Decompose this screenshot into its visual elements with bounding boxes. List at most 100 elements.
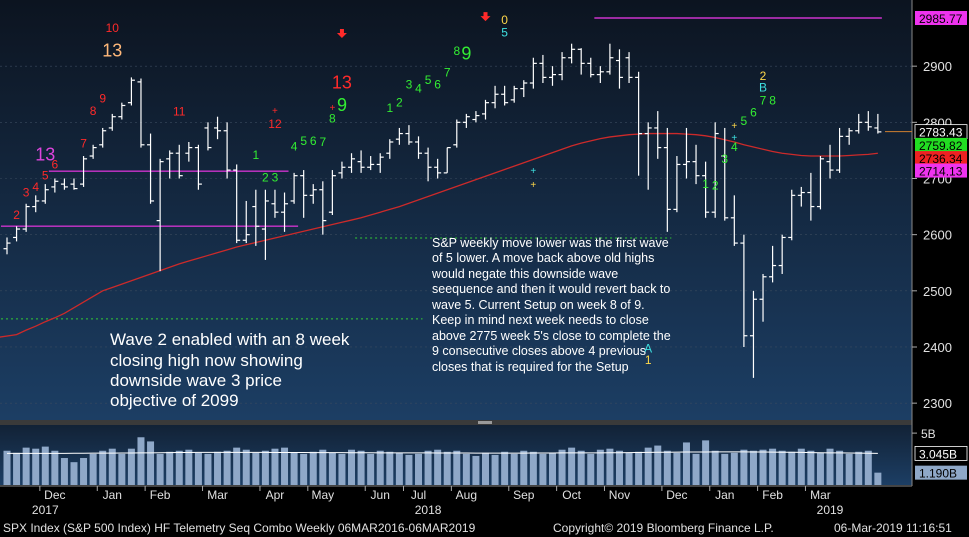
volume-bar: [539, 453, 547, 485]
footer: SPX Index (S&P 500 Index) HF Telemetry S…: [3, 521, 952, 535]
volume-bar: [577, 450, 585, 485]
sequence-count: 7: [760, 93, 767, 107]
volume-bar: [520, 450, 528, 485]
volume-bar: [759, 449, 767, 485]
ohlc-bar: [443, 147, 451, 174]
sequence-count: 11: [173, 105, 186, 119]
volume-bar: [290, 452, 298, 485]
volume-bar: [682, 442, 690, 485]
volume-bar: [816, 452, 824, 485]
ohlc-bar: [625, 52, 633, 84]
sequence-count: 9: [337, 95, 347, 115]
volume-bar: [89, 453, 97, 485]
volume-bar: [41, 446, 49, 485]
price-tag-label: 2985.77: [919, 12, 963, 26]
volume-bar: [587, 453, 595, 485]
volume-bar: [663, 450, 671, 485]
ohlc-bar: [99, 127, 107, 148]
sequence-count: 7: [80, 137, 87, 151]
sequence-count: 8: [329, 111, 336, 125]
level-lines: [1, 17, 882, 320]
ohlc-bar: [874, 113, 882, 134]
volume-bar: [692, 453, 700, 485]
wave2-annotation: Wave 2 enabled with an 8 week closing hi…: [110, 330, 350, 410]
price-tag-box: [915, 137, 967, 152]
volume-tick-label: 5B: [921, 427, 936, 441]
sequence-count: 3: [23, 185, 30, 199]
x-year-label: 2019: [817, 503, 844, 517]
ohlc-bar: [300, 170, 308, 218]
volume-bar: [386, 451, 394, 485]
ohlc-bar: [615, 49, 623, 89]
price-panel-background: [0, 0, 912, 420]
volume-bar: [596, 449, 604, 485]
ohlc-bar: [769, 245, 777, 283]
volume-bar: [864, 450, 872, 485]
volume-bar: [874, 472, 882, 485]
price-tag-label: 2736.34: [919, 152, 963, 166]
ohlc-bar: [529, 57, 537, 89]
ohlc-bar: [749, 290, 757, 378]
ohlc-bar: [539, 54, 547, 84]
sp-line-2: of 5 lower. A move back above old highs: [432, 251, 654, 265]
down-arrow-icon: [336, 28, 347, 38]
volume-bar: [424, 450, 432, 485]
ohlc-bar: [32, 195, 40, 213]
sequence-count: 7: [444, 65, 451, 79]
sequence-count: 8: [453, 44, 460, 58]
x-month-label: Feb: [762, 488, 783, 502]
y-tick-label: 2400: [923, 340, 952, 355]
volume-bar: [702, 440, 710, 485]
plus-marker: +: [272, 106, 278, 117]
volume-bar: [721, 453, 729, 485]
volume-bar: [644, 447, 652, 485]
ohlc-bar: [682, 127, 690, 179]
volume-bar: [32, 448, 40, 485]
volume-tag-label: 1.190B: [919, 467, 957, 481]
ohlc-bar: [721, 127, 729, 221]
price-tag: 2714.13: [915, 163, 967, 179]
ohlc-bar: [223, 122, 231, 179]
volume-bar: [185, 449, 193, 485]
volume-bar: [453, 450, 461, 485]
volume-bars: [3, 437, 882, 485]
volume-bar: [70, 462, 78, 485]
volume-bar: [348, 449, 356, 485]
volume-bar: [443, 451, 451, 485]
volume-bar: [395, 452, 403, 485]
volume-bar: [242, 449, 250, 485]
y-tick-label: 2600: [923, 228, 952, 243]
ohlc-bar: [730, 195, 738, 246]
x-month-label: Jan: [103, 488, 122, 502]
sequence-count: 12: [268, 117, 282, 131]
price-tag: 2759.82: [915, 137, 967, 153]
volume-bar: [845, 453, 853, 485]
ohlc-bar: [816, 156, 824, 210]
ohlc-bar: [788, 189, 796, 241]
volume-bar: [328, 452, 336, 485]
sequence-count: 6: [52, 157, 59, 171]
ohlc-bar: [635, 71, 643, 176]
panel-splitter[interactable]: [0, 420, 912, 425]
volume-bar: [22, 447, 30, 485]
sequence-count: 3: [406, 78, 413, 92]
footer-copyright: Copyright© 2019 Bloomberg Finance L.P.: [553, 521, 774, 535]
volume-bar: [156, 453, 164, 485]
sequence-count: 3: [721, 152, 728, 166]
sequence-count: 4: [32, 180, 39, 194]
ohlc-bar: [673, 156, 681, 213]
price-tag: 2985.77: [915, 10, 967, 26]
ohlc-bar: [118, 102, 126, 120]
sequence-count: 6: [310, 134, 317, 148]
ohlc-bar: [415, 136, 423, 159]
ohlc-bar: [22, 203, 30, 232]
sequence-count: 3: [272, 170, 279, 184]
volume-tag-box: [915, 465, 967, 480]
volume-bar: [60, 458, 68, 485]
y-tick-label: 2900: [923, 59, 952, 74]
sequence-count: 10: [106, 21, 120, 35]
splitter-handle-icon[interactable]: [478, 421, 492, 424]
sequence-count: 1: [702, 177, 709, 191]
